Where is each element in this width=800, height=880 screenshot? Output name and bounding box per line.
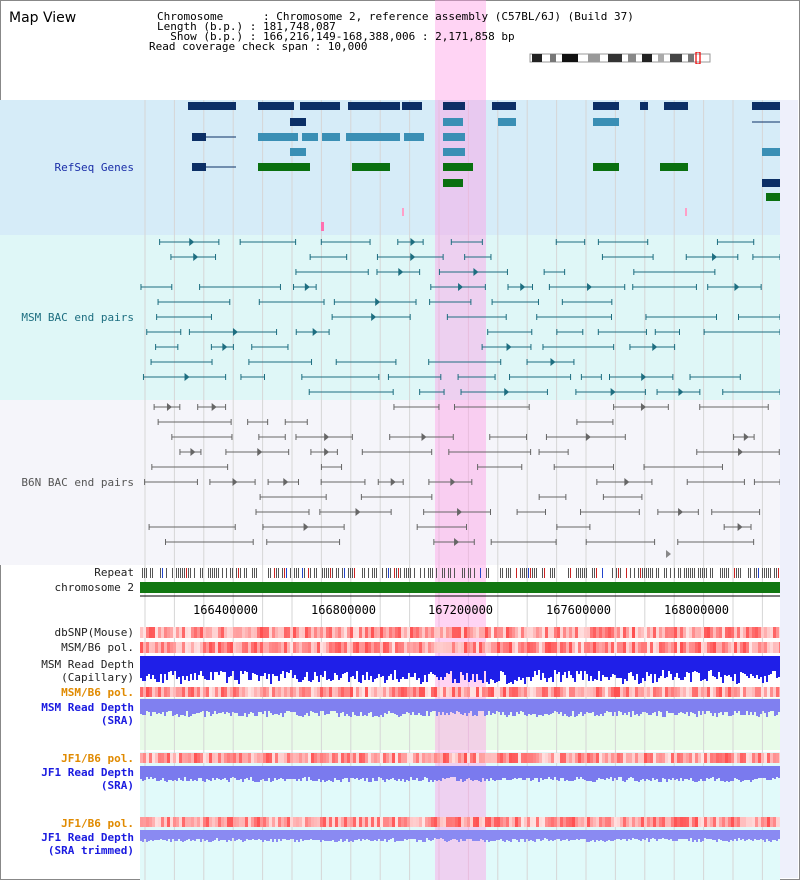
coverage-span-info: Read coverage check span : 10,000 <box>149 40 368 53</box>
axis-tick-1: 166400000 <box>193 603 259 617</box>
msm-pol-sra-heat-strip[interactable] <box>140 687 780 697</box>
jf1-depth-trimmed-sublabel: (SRA trimmed) <box>47 844 134 857</box>
dbsnp-heat-strip[interactable] <box>140 627 780 638</box>
chromosome-info: Chromosome : Chromosome 2, reference ass… <box>157 10 634 23</box>
axis-tick-3: 167200000 <box>428 603 494 617</box>
axis-tick-2: 166800000 <box>311 603 377 617</box>
msm-depth-sra-label[interactable]: MSM Read Depth <box>41 701 134 714</box>
msm-depth-cap-sublabel: (Capillary) <box>61 671 134 684</box>
length-info: Length (b.p.) : 181,748,087 <box>157 20 336 33</box>
b6n-bac-end-pairs-track[interactable] <box>140 400 780 565</box>
axis-tick-5: 168000000 <box>664 603 730 617</box>
msm-depth-sra-plot[interactable] <box>140 699 780 717</box>
chromosome-ideogram[interactable] <box>528 52 714 64</box>
jf1-depth-sublabel: (SRA) <box>100 779 134 792</box>
msm-depth-capillary-plot[interactable] <box>140 656 780 684</box>
show-range-info: Show (b.p.) : 166,216,149-168,388,006 : … <box>157 30 515 43</box>
msm-depth-sra-sublabel: (SRA) <box>100 714 134 727</box>
msm-depth-cap-label[interactable]: MSM Read Depth <box>41 658 134 671</box>
selected-region-highlight[interactable] <box>435 0 486 880</box>
jf1-depth-label[interactable]: JF1 Read Depth <box>41 766 134 779</box>
position-axis <box>140 595 780 597</box>
jf1-pol-trimmed-heat-strip[interactable] <box>140 817 780 827</box>
msm-bac-end-pairs-track[interactable] <box>140 235 780 400</box>
page-title: Map View <box>9 10 77 26</box>
dbsnp-track-label[interactable]: dbSNP(Mouse) <box>54 626 134 639</box>
jf1-depth-plot[interactable] <box>140 766 780 782</box>
refseq-genes-track[interactable] <box>140 100 780 235</box>
jf1-depth-trimmed-plot[interactable] <box>140 830 780 842</box>
msm-pol-heat-strip[interactable] <box>140 642 780 653</box>
jf1-depth-trimmed-label[interactable]: JF1 Read Depth <box>41 831 134 844</box>
refseq-track-label[interactable]: RefSeq Genes <box>54 161 134 174</box>
right-scroll-strip[interactable] <box>780 100 798 878</box>
chromosome-track-label[interactable]: chromosome 2 <box>54 581 134 594</box>
msm-pol-sra-label[interactable]: MSM/B6 pol. <box>61 686 134 699</box>
msm-pol-track-label[interactable]: MSM/B6 pol. <box>61 641 134 654</box>
jf1-pol-label[interactable]: JF1/B6 pol. <box>61 752 134 765</box>
chromosome-bar[interactable] <box>140 582 780 593</box>
jf1-pol-trimmed-label[interactable]: JF1/B6 pol. <box>61 817 134 830</box>
repeat-track[interactable] <box>140 568 780 578</box>
jf1-pol-heat-strip[interactable] <box>140 753 780 763</box>
msm-bac-track-label[interactable]: MSM BAC end pairs <box>21 311 134 324</box>
b6n-bac-track-label[interactable]: B6N BAC end pairs <box>21 476 134 489</box>
repeat-track-label[interactable]: Repeat <box>94 566 134 579</box>
axis-tick-4: 167600000 <box>546 603 612 617</box>
